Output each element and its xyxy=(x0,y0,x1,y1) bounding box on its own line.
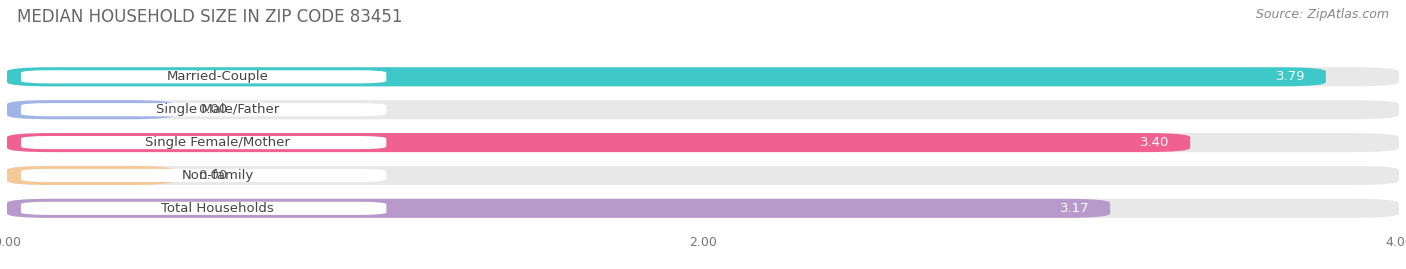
FancyBboxPatch shape xyxy=(7,199,1111,218)
Text: Total Households: Total Households xyxy=(162,202,274,215)
Text: 3.40: 3.40 xyxy=(1140,136,1170,149)
Text: MEDIAN HOUSEHOLD SIZE IN ZIP CODE 83451: MEDIAN HOUSEHOLD SIZE IN ZIP CODE 83451 xyxy=(17,8,402,26)
FancyBboxPatch shape xyxy=(21,202,387,215)
FancyBboxPatch shape xyxy=(7,100,174,119)
Text: Married-Couple: Married-Couple xyxy=(167,70,269,83)
FancyBboxPatch shape xyxy=(21,103,387,116)
Text: 0.00: 0.00 xyxy=(198,103,228,116)
Text: Single Female/Mother: Single Female/Mother xyxy=(145,136,290,149)
Text: Non-family: Non-family xyxy=(181,169,253,182)
FancyBboxPatch shape xyxy=(7,199,1399,218)
FancyBboxPatch shape xyxy=(7,67,1326,86)
Text: 3.17: 3.17 xyxy=(1060,202,1090,215)
FancyBboxPatch shape xyxy=(7,133,1191,152)
FancyBboxPatch shape xyxy=(21,136,387,149)
FancyBboxPatch shape xyxy=(7,100,1399,119)
Text: Source: ZipAtlas.com: Source: ZipAtlas.com xyxy=(1256,8,1389,21)
Text: Single Male/Father: Single Male/Father xyxy=(156,103,280,116)
FancyBboxPatch shape xyxy=(7,67,1399,86)
FancyBboxPatch shape xyxy=(7,166,174,185)
FancyBboxPatch shape xyxy=(21,70,387,83)
FancyBboxPatch shape xyxy=(7,166,1399,185)
Text: 3.79: 3.79 xyxy=(1275,70,1305,83)
Text: 0.00: 0.00 xyxy=(198,169,228,182)
FancyBboxPatch shape xyxy=(21,169,387,182)
FancyBboxPatch shape xyxy=(7,133,1399,152)
